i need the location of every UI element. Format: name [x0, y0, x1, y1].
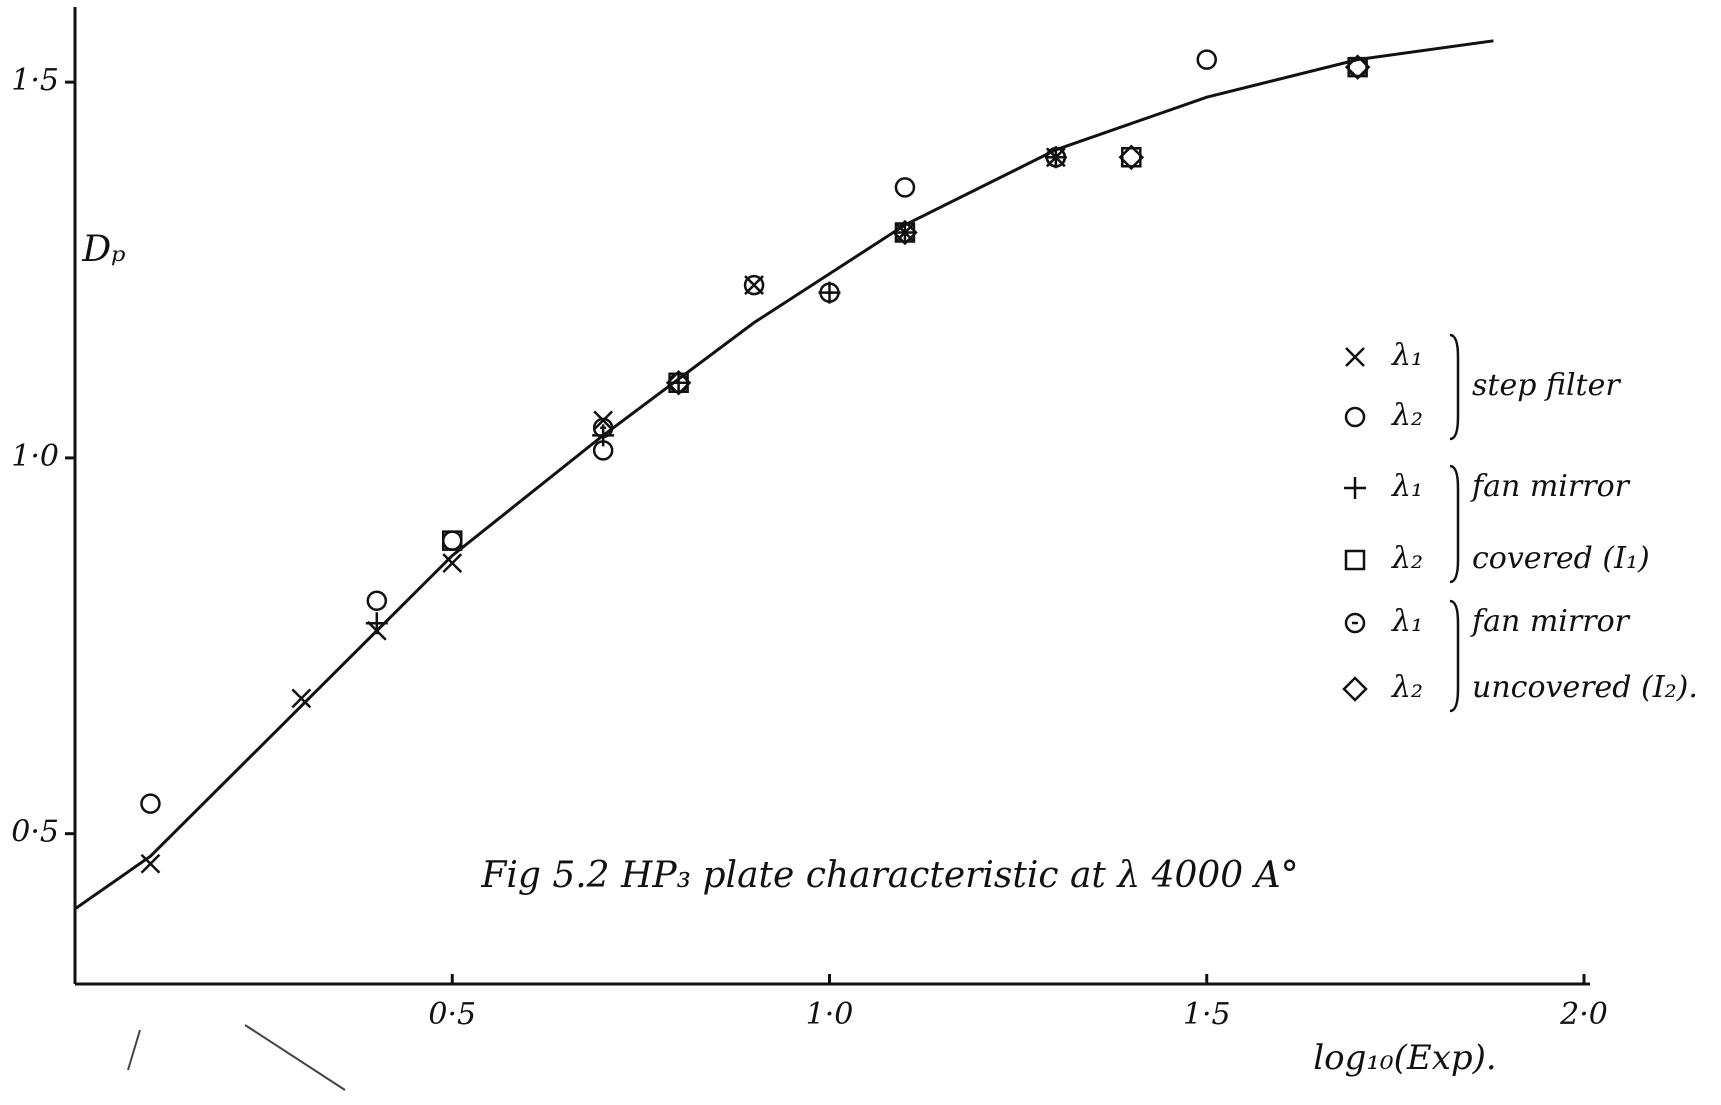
marker: [291, 688, 312, 709]
legend-symbol: [1344, 406, 1366, 428]
legend-group-label: step filter: [1472, 368, 1621, 403]
marker: [893, 221, 916, 244]
legend-label: λ₁: [1391, 469, 1423, 504]
legend-bracket: [1449, 599, 1460, 713]
marker: [140, 853, 161, 874]
marker: [442, 553, 463, 574]
legend-symbol: [1342, 676, 1368, 702]
fit-curve: [74, 39, 1494, 911]
legend-label: λ₂: [1391, 541, 1423, 576]
legend-label: λ₂: [1391, 398, 1423, 433]
legend-label: λ₁: [1391, 604, 1423, 639]
y-tick-label: 0·5: [11, 815, 59, 850]
legend-group-label: uncovered (I₂).: [1472, 670, 1698, 705]
marker: [1045, 147, 1067, 168]
marker: [592, 417, 614, 439]
legend-symbol: [1344, 549, 1366, 571]
marker: [366, 590, 388, 611]
marker: [819, 282, 840, 303]
legend-group-label: covered (I₁): [1472, 541, 1650, 576]
marker: [1344, 54, 1371, 80]
x-axis-label: log₁₀(Exp).: [1313, 1038, 1496, 1078]
scan-mark: [127, 1029, 141, 1071]
scan-mark: [244, 1024, 346, 1091]
marker: [665, 370, 692, 396]
x-tick-label: 0·5: [428, 997, 476, 1032]
chart-title: Fig 5.2 HP₃ plate characteristic at λ 40…: [480, 855, 1298, 896]
marker: [140, 793, 161, 814]
marker: [593, 410, 614, 431]
y-axis-label: Dₚ: [81, 229, 125, 270]
x-tick-label: 1·0: [806, 997, 854, 1032]
legend-bracket: [1449, 333, 1460, 441]
y-tick-label: 1·5: [11, 63, 59, 98]
marker: [894, 177, 916, 198]
marker: [442, 530, 463, 551]
legend-symbol: [1344, 612, 1366, 634]
marker: [892, 219, 918, 246]
legend-symbol: [1344, 477, 1366, 499]
x-tick-label: 2·0: [1559, 997, 1608, 1032]
legend-group-label: fan mirror: [1470, 604, 1631, 639]
marker: [592, 440, 614, 461]
marker: [743, 274, 765, 296]
marker: [1118, 144, 1145, 171]
legend-label: λ₁: [1391, 338, 1423, 373]
legend-bracket: [1449, 464, 1460, 584]
marker: [365, 612, 388, 635]
legend-symbol: [1345, 347, 1365, 367]
legend-label: λ₂: [1391, 670, 1423, 705]
marker: [1196, 49, 1218, 70]
y-tick-label: 1·0: [11, 439, 59, 474]
legend-group-label: fan mirror: [1470, 469, 1631, 504]
x-tick-label: 1·5: [1183, 997, 1231, 1032]
